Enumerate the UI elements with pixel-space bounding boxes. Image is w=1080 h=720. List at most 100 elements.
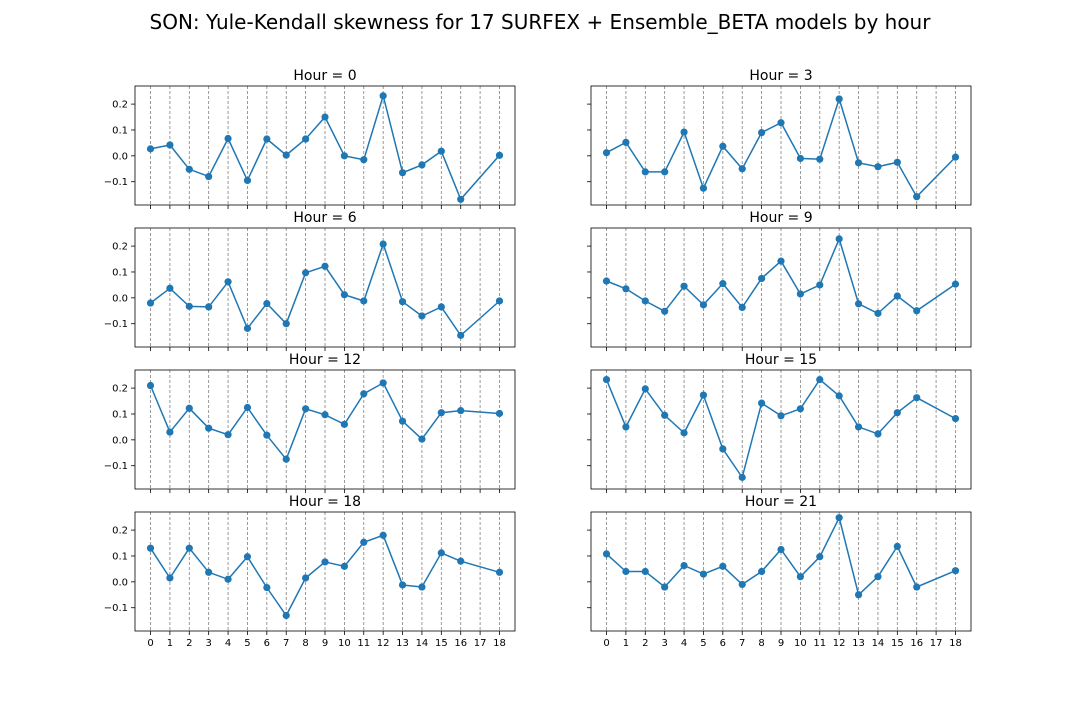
x-tick-label: 3	[661, 638, 667, 649]
x-tick-label: 6	[264, 638, 270, 649]
x-tick-label: 18	[493, 638, 506, 649]
data-point	[243, 403, 252, 412]
x-tick-label: 10	[794, 638, 807, 649]
y-tick-label: −0.1	[104, 319, 128, 330]
y-tick-label: 0.1	[112, 125, 128, 136]
data-point	[360, 538, 368, 546]
x-tick-label: 12	[833, 638, 846, 649]
data-point	[719, 142, 727, 150]
data-point	[816, 553, 824, 561]
data-point	[146, 145, 155, 153]
x-tick-label: 16	[910, 638, 923, 649]
x-tick-label: 8	[302, 638, 308, 649]
data-point	[243, 553, 252, 561]
data-point	[418, 583, 426, 591]
data-point	[777, 257, 785, 265]
x-tick-label: 4	[225, 638, 231, 649]
data-point	[758, 128, 766, 137]
data-point	[321, 411, 329, 419]
data-point	[166, 428, 174, 436]
data-point	[913, 583, 921, 591]
data-point	[205, 303, 213, 311]
data-point	[146, 299, 155, 307]
data-point	[758, 399, 766, 407]
subplot-title: Hour = 15	[745, 352, 817, 368]
data-point	[951, 280, 960, 288]
y-tick-label: 0.2	[112, 384, 128, 395]
data-point	[185, 165, 193, 173]
data-point	[719, 280, 727, 288]
data-point	[495, 568, 504, 576]
data-point	[874, 573, 882, 581]
data-point	[913, 394, 921, 402]
x-tick-label: 11	[813, 638, 826, 649]
y-tick-label: −0.1	[104, 603, 128, 614]
data-point	[622, 567, 630, 576]
data-point	[360, 156, 368, 164]
data-point	[641, 168, 649, 176]
data-point	[321, 113, 329, 121]
data-point	[854, 159, 863, 167]
x-tick-label: 18	[949, 638, 962, 649]
data-point	[340, 562, 348, 570]
data-point	[398, 417, 407, 425]
subplot-2: Hour = 3	[587, 68, 972, 209]
data-point	[835, 235, 843, 243]
data-point	[835, 514, 843, 522]
data-point	[680, 429, 688, 437]
data-point	[263, 299, 271, 308]
x-tick-label: 14	[872, 638, 885, 649]
data-point	[738, 303, 746, 312]
data-point	[893, 158, 901, 166]
x-tick-label: 17	[930, 638, 943, 649]
x-tick-label: 16	[454, 638, 467, 649]
data-point	[661, 168, 669, 176]
data-point	[302, 135, 310, 143]
data-point	[777, 545, 785, 554]
x-tick-label: 0	[147, 638, 153, 649]
data-point	[166, 141, 174, 149]
data-point	[185, 404, 193, 412]
x-tick-label: 1	[167, 638, 173, 649]
data-point	[205, 172, 213, 181]
data-point	[796, 573, 804, 581]
data-point	[602, 149, 611, 157]
data-point	[437, 409, 445, 417]
data-point	[379, 240, 387, 248]
x-tick-label: 6	[720, 638, 726, 649]
subplot-title: Hour = 21	[745, 494, 817, 510]
data-point	[738, 473, 746, 481]
x-tick-label: 13	[396, 638, 409, 649]
data-point	[893, 542, 901, 551]
series-line	[605, 378, 956, 480]
data-point	[816, 375, 824, 384]
x-tick-label: 3	[205, 638, 211, 649]
x-tick-label: 9	[322, 638, 328, 649]
data-point	[321, 558, 329, 566]
x-tick-label: 8	[758, 638, 764, 649]
data-point	[796, 290, 804, 298]
data-point	[835, 95, 843, 103]
data-point	[340, 152, 348, 160]
y-tick-label: 0.1	[112, 267, 128, 278]
y-tick-label: 0.0	[112, 151, 128, 162]
data-point	[224, 278, 232, 286]
data-point	[680, 282, 688, 290]
data-point	[418, 161, 426, 169]
data-point	[816, 155, 824, 163]
data-point	[398, 581, 407, 589]
data-point	[602, 375, 611, 384]
data-point	[282, 151, 290, 159]
x-tick-label: 0	[603, 638, 609, 649]
data-point	[913, 193, 921, 201]
data-point	[205, 568, 213, 576]
data-point	[893, 409, 901, 417]
data-point	[661, 307, 669, 315]
data-point	[321, 262, 329, 270]
data-point	[777, 119, 785, 127]
y-tick-label: 0.0	[112, 435, 128, 446]
data-point	[224, 134, 232, 143]
series-line	[606, 236, 956, 315]
data-point	[738, 580, 746, 589]
data-point	[340, 291, 348, 299]
